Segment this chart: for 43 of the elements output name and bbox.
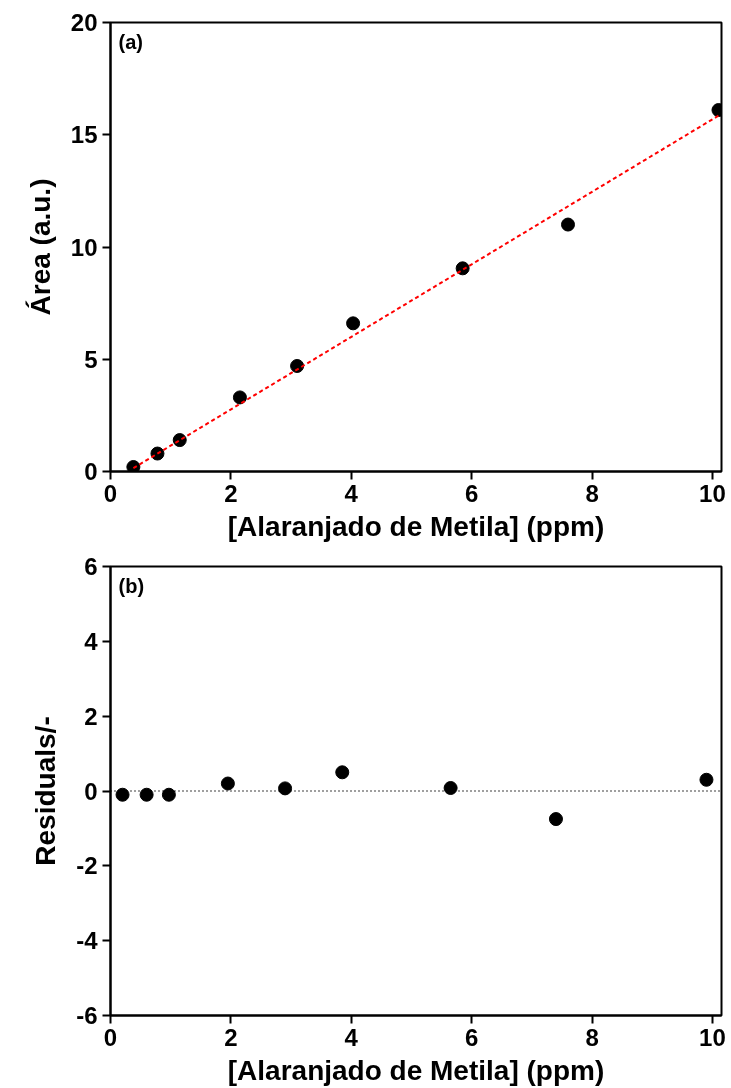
point (161, 787, 176, 802)
point (335, 765, 350, 780)
y-tick-label: 10 (70, 233, 98, 261)
y-axis-title: Residuals/- (30, 716, 62, 866)
y-tick-label: -4 (76, 927, 99, 955)
x-tick-label: 6 (465, 479, 479, 507)
y-axis-title: Área (a.u.) (24, 178, 56, 316)
y-tick-label: 0 (84, 777, 98, 805)
x-tick-label: 8 (585, 479, 599, 507)
annotation: (b) (118, 574, 145, 597)
y-tick-label: 15 (70, 121, 98, 149)
y-tick-label: -6 (76, 1002, 98, 1029)
point (443, 781, 458, 795)
point (220, 776, 235, 791)
y-tick-label: 2 (84, 702, 98, 730)
y-tick-label: 0 (84, 458, 98, 485)
x-tick-label: 2 (224, 1023, 238, 1051)
x-tick-label: 0 (103, 1023, 118, 1051)
x-tick-label: 4 (344, 479, 359, 507)
annotation: (a) (118, 30, 143, 53)
point (548, 812, 563, 827)
x-tick-label: 10 (699, 479, 726, 507)
x-tick-label: 0 (103, 479, 118, 507)
y-tick-label: 20 (70, 9, 98, 36)
x-tick-label: 8 (585, 1023, 599, 1051)
point (346, 316, 361, 331)
point (139, 787, 154, 802)
y-tick-label: 6 (84, 553, 98, 580)
point (126, 460, 141, 472)
y-tick-label: 4 (84, 627, 99, 655)
x-tick-label: 6 (465, 1023, 479, 1051)
point (232, 390, 247, 405)
point (278, 781, 293, 796)
x-axis-title: [Alaranjado de Metila] (ppm) (227, 510, 605, 542)
point (115, 787, 130, 802)
x-tick-label: 10 (699, 1023, 726, 1051)
x-tick-label: 2 (224, 479, 238, 507)
x-tick-label: 4 (344, 1023, 359, 1051)
x-axis-title: [Alaranjado de Metila] (ppm) (227, 1054, 605, 1086)
y-tick-label: -2 (76, 852, 98, 880)
y-tick-label: 5 (84, 345, 98, 373)
point (561, 217, 575, 232)
point (699, 772, 714, 787)
